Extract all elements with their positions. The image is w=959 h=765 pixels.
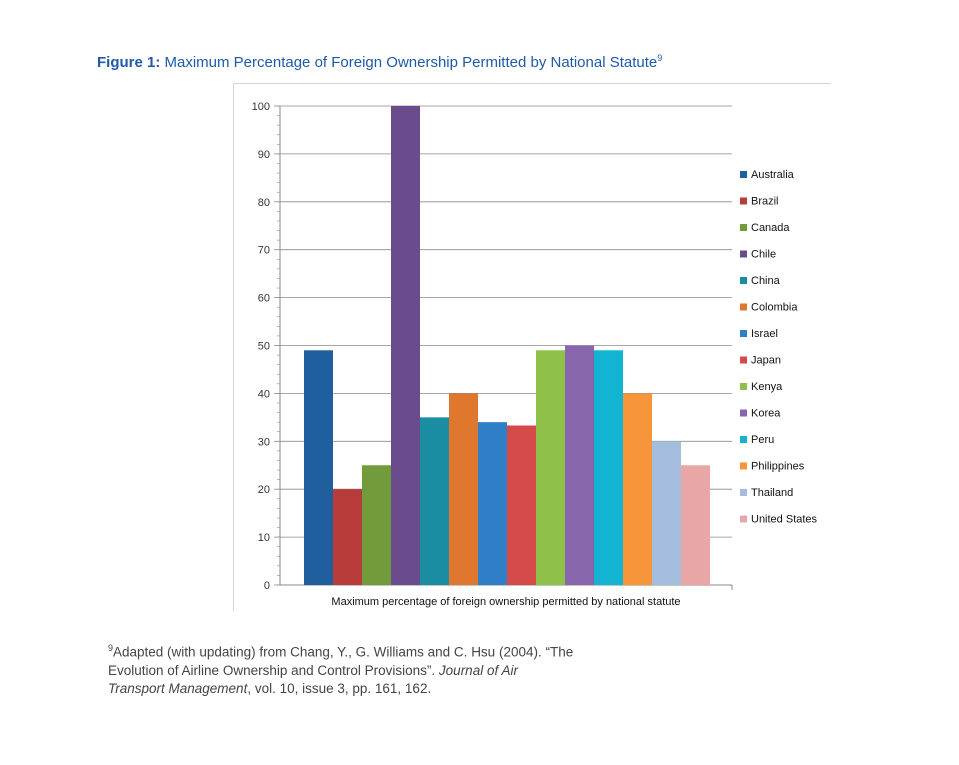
y-tick-label: 20 bbox=[258, 484, 270, 496]
bar-colombia bbox=[449, 393, 478, 585]
footnote-journal: Journal of Air Transport Management bbox=[108, 662, 518, 696]
y-tick-label: 90 bbox=[258, 149, 270, 161]
footnote-text: Adapted (with updating) from Chang, Y., … bbox=[108, 644, 574, 678]
bar-thailand bbox=[652, 441, 681, 585]
y-tick-label: 80 bbox=[258, 197, 270, 209]
y-tick-label: 50 bbox=[258, 341, 270, 353]
figure-footnote-marker: 9 bbox=[657, 53, 663, 63]
legend-swatch bbox=[740, 436, 747, 443]
legend-swatch bbox=[740, 303, 747, 311]
legend-swatch bbox=[740, 383, 747, 390]
legend-label: Brazil bbox=[751, 196, 779, 208]
legend-label: Australia bbox=[751, 169, 795, 181]
bar-china bbox=[420, 417, 449, 585]
bar-israel bbox=[478, 422, 507, 585]
legend-label: United States bbox=[751, 514, 818, 526]
legend-label: Kenya bbox=[751, 381, 783, 393]
legend-label: Colombia bbox=[751, 302, 798, 314]
legend-swatch bbox=[740, 171, 747, 178]
figure-title: Figure 1: Maximum Percentage of Foreign … bbox=[97, 53, 662, 71]
y-tick-label: 70 bbox=[258, 245, 270, 257]
footnote: 9Adapted (with updating) from Chang, Y.,… bbox=[108, 639, 578, 698]
bar-korea bbox=[565, 345, 594, 585]
legend-swatch bbox=[740, 462, 747, 470]
legend-label: Japan bbox=[751, 355, 781, 367]
legend-swatch bbox=[740, 224, 747, 231]
legend-swatch bbox=[740, 277, 747, 284]
legend-label: Israel bbox=[751, 328, 778, 340]
figure-title-text: Maximum Percentage of Foreign Ownership … bbox=[160, 54, 658, 71]
legend-swatch bbox=[740, 409, 747, 417]
footnote-text-end: , vol. 10, issue 3, pp. 161, 162. bbox=[247, 680, 432, 696]
y-tick-label: 0 bbox=[264, 580, 270, 592]
bar-kenya bbox=[536, 350, 565, 585]
bar-japan bbox=[507, 425, 536, 585]
y-tick-label: 60 bbox=[258, 293, 270, 305]
legend-swatch bbox=[740, 330, 747, 337]
bar-philippines bbox=[623, 393, 652, 585]
legend-swatch bbox=[740, 489, 747, 496]
y-tick-label: 100 bbox=[252, 101, 270, 113]
legend-swatch bbox=[740, 250, 747, 258]
bar-peru bbox=[594, 350, 623, 585]
y-tick-label: 40 bbox=[258, 388, 270, 400]
legend-label: Canada bbox=[751, 222, 790, 234]
bar-chart: 0 10 20 30 40 50 60 70 80 90 100 Maximum percentage… bbox=[252, 101, 818, 608]
figure-label: Figure 1: bbox=[97, 54, 161, 71]
bar-australia bbox=[304, 350, 333, 585]
legend-label: Korea bbox=[751, 408, 781, 420]
legend-label: Chile bbox=[751, 249, 776, 261]
legend-swatch bbox=[740, 515, 747, 523]
bar-brazil bbox=[333, 489, 362, 585]
footnote-marker: 9 bbox=[108, 643, 114, 653]
chart-frame: 0 10 20 30 40 50 60 70 80 90 100 Maximum percentage… bbox=[233, 83, 831, 611]
legend-label: Thailand bbox=[751, 487, 793, 499]
legend-label: Philippines bbox=[751, 461, 805, 473]
legend-label: Peru bbox=[751, 434, 774, 446]
y-tick-label: 30 bbox=[258, 436, 270, 448]
bar-chile bbox=[391, 106, 420, 585]
bar-united-states bbox=[681, 465, 710, 585]
y-tick-label: 10 bbox=[258, 532, 270, 544]
legend-swatch bbox=[740, 356, 747, 364]
legend-swatch bbox=[740, 197, 747, 205]
bar-canada bbox=[362, 465, 391, 585]
legend-label: China bbox=[751, 275, 781, 287]
x-axis-label: Maximum percentage of foreign ownership … bbox=[331, 596, 680, 608]
